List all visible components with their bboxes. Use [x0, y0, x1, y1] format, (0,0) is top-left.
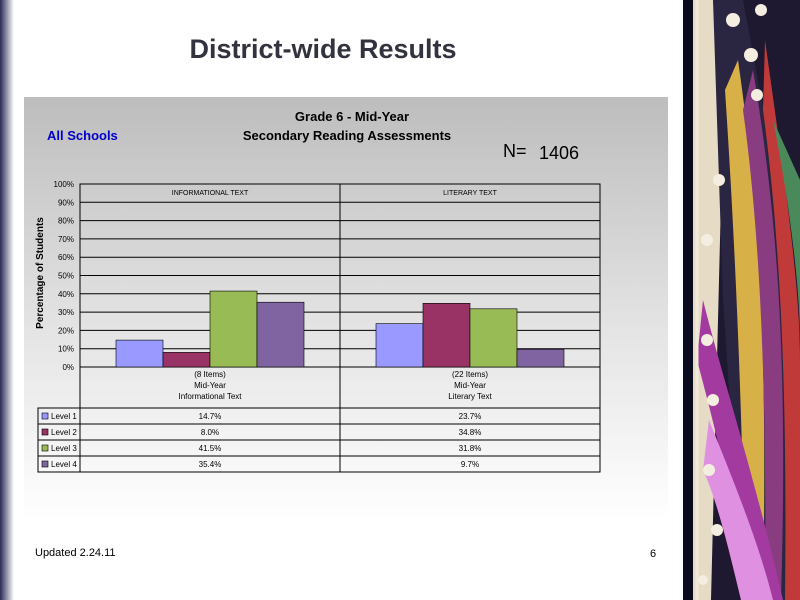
y-tick-label: 10% [58, 345, 74, 354]
category-items-label: (22 Items) [452, 370, 488, 379]
table-cell-value: 34.8% [459, 428, 482, 437]
group-header: INFORMATIONAL TEXT [172, 190, 249, 197]
y-tick-label: 80% [58, 217, 74, 226]
page-number: 6 [650, 548, 657, 560]
bar-level-2 [422, 303, 471, 368]
y-tick-label: 0% [62, 363, 74, 372]
category-items-label: (8 Items) [194, 370, 226, 379]
bar-level-3 [469, 308, 518, 368]
legend-label: Level 3 [51, 444, 77, 453]
bar-level-1 [375, 323, 424, 368]
group-header: LITERARY TEXT [443, 190, 497, 197]
category-name-label: Literary Text [448, 392, 492, 401]
table-cell-value: 9.7% [461, 460, 479, 469]
chart-title: Grade 6 - Mid-Year [295, 109, 409, 124]
category-name-label: Informational Text [179, 392, 243, 401]
n-label: N= [503, 141, 527, 161]
legend-swatch [41, 444, 49, 452]
scope-label: All Schools [47, 128, 118, 143]
y-tick-label: 50% [58, 272, 74, 281]
table-cell-value: 23.7% [459, 412, 482, 421]
legend-label: Level 1 [51, 412, 77, 421]
legend-label: Level 4 [51, 460, 77, 469]
bar-level-2 [162, 352, 211, 368]
y-axis-label: Percentage of Students [35, 217, 46, 329]
slide-title: District-wide Results [189, 34, 457, 64]
chart-svg: Grade 6 - Mid-Year Secondary Reading Ass… [35, 109, 601, 473]
y-tick-label: 30% [58, 308, 74, 317]
legend-label: Level 2 [51, 428, 77, 437]
legend-swatch [41, 428, 49, 436]
plot-area: 0% 10% 20% 30% 40% 50% 60% 70% 80% 90% 100% INFORMA… [37, 180, 601, 473]
table-cell-value: 35.4% [199, 460, 222, 469]
chart-panel: Grade 6 - Mid-Year Secondary Reading Ass… [24, 97, 668, 520]
category-period-label: Mid-Year [194, 381, 226, 390]
y-tick-label: 90% [58, 198, 74, 207]
footer-updated-date: Updated 2.24.11 [35, 547, 116, 559]
decorative-side-panel [683, 0, 800, 600]
y-tick-label: 20% [58, 326, 74, 335]
n-value: 1406 [539, 143, 579, 163]
chart-subtitle: Secondary Reading Assessments [243, 128, 451, 143]
table-cell-value: 41.5% [199, 444, 222, 453]
y-tick-label: 40% [58, 290, 74, 299]
table-cell-value: 8.0% [201, 428, 219, 437]
legend-swatch [41, 412, 49, 420]
bar-level-4 [256, 301, 305, 368]
slide-left-shadow [0, 0, 14, 600]
y-tick-label: 60% [58, 253, 74, 262]
bar-level-1 [115, 339, 164, 368]
table-cell-value: 14.7% [199, 412, 222, 421]
legend-swatch [41, 460, 49, 468]
bar-level-3 [209, 290, 258, 368]
table-cell-value: 31.8% [459, 444, 482, 453]
y-tick-label: 70% [58, 235, 74, 244]
y-tick-label: 100% [54, 180, 74, 189]
category-period-label: Mid-Year [454, 381, 486, 390]
decorative-kimono-art [683, 0, 800, 600]
bar-level-4 [516, 348, 565, 368]
